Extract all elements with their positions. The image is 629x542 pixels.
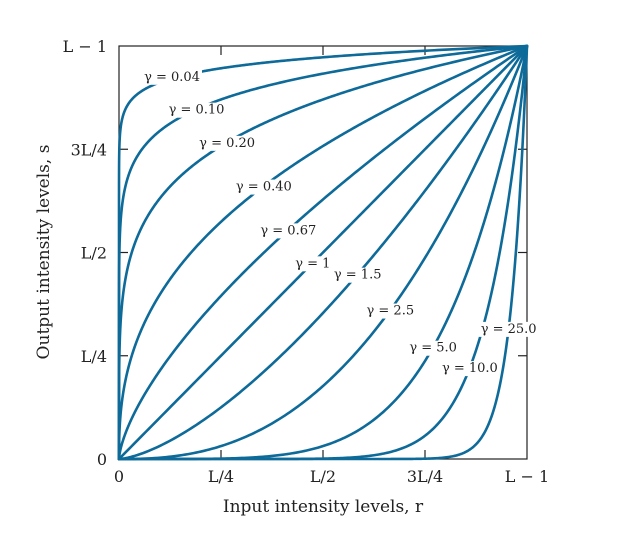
y-tick-label: L/2 — [81, 244, 107, 263]
gamma-curve — [117, 44, 529, 461]
curve-label-background — [364, 303, 417, 319]
curve-label: γ = 1.5 — [334, 268, 382, 283]
tick-labels: 0 L/4 L/2 3L/4 L − 1 0 L/4 L/2 3L/4 L − 1 — [63, 37, 550, 486]
curve-label-background — [197, 135, 258, 151]
gamma-curve — [117, 44, 529, 461]
curve-label: γ = 0.40 — [236, 180, 292, 195]
y-tick-label: L − 1 — [63, 37, 107, 56]
gamma-curve — [117, 44, 529, 461]
curve-label-background — [233, 179, 294, 195]
gamma-curve — [117, 44, 529, 461]
curve-label: γ = 0.20 — [199, 136, 255, 151]
curve-label: γ = 1 — [295, 256, 330, 271]
curve-label: γ = 0.04 — [144, 70, 200, 85]
y-tick-label: 3L/4 — [71, 140, 107, 159]
curve-label-background — [331, 267, 384, 283]
y-tick-label: 0 — [97, 450, 107, 469]
y-axis-title: Output intensity levels, s — [34, 145, 54, 360]
x-tick-label: L/2 — [310, 467, 336, 486]
curve-label-background — [166, 102, 227, 118]
curve-label: γ = 2.5 — [367, 304, 415, 319]
curve-label: γ = 0.10 — [169, 103, 225, 118]
x-axis-title: Input intensity levels, r — [223, 497, 424, 517]
curve-label: γ = 0.67 — [260, 223, 316, 238]
curve-label: γ = 5.0 — [409, 341, 457, 356]
x-tick-label: 3L/4 — [407, 467, 443, 486]
curve-labels: γ = 0.04 γ = 0.10 γ = 0.20 γ = 0.40 γ = 0.67… — [142, 69, 539, 377]
x-tick-label: L/4 — [208, 467, 234, 486]
curve-label-background — [142, 69, 202, 85]
curve-label-background — [407, 340, 459, 356]
curve-label-background — [439, 361, 500, 377]
curve-label-background — [478, 321, 539, 337]
curve-label-background — [293, 256, 333, 272]
curve-label: γ = 25.0 — [481, 322, 537, 337]
gamma-curve — [117, 44, 529, 461]
curve-label-background — [258, 223, 319, 239]
y-tick-label: L/4 — [81, 347, 107, 366]
curve-label: γ = 10.0 — [442, 361, 498, 376]
x-tick-label: L − 1 — [505, 467, 549, 486]
x-tick-label: 0 — [114, 467, 124, 486]
